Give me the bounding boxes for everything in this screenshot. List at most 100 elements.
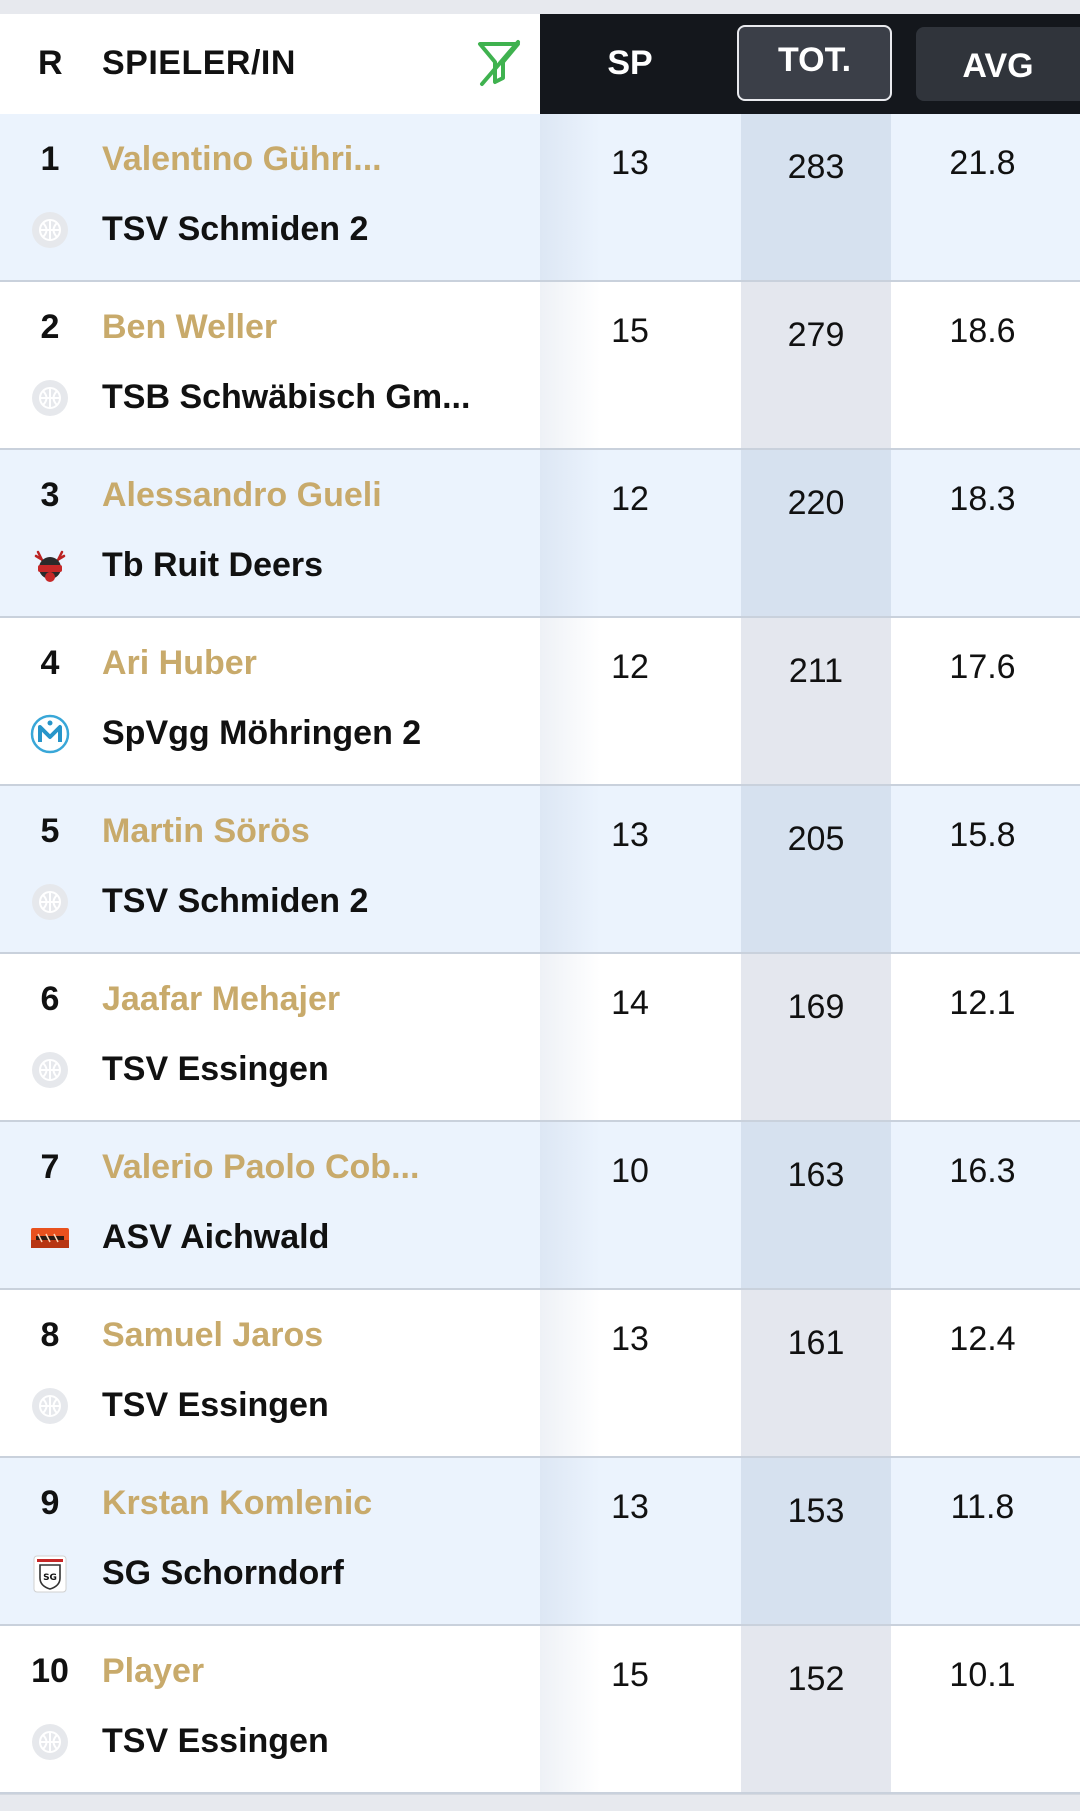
games-played-value: 15 <box>611 1656 649 1694</box>
rank-number: 4 <box>40 644 60 682</box>
rank-number: 6 <box>40 980 60 1018</box>
basketball-placeholder-icon <box>30 1050 70 1090</box>
sp-column-band <box>540 954 600 1120</box>
sp-column-band <box>540 1626 600 1792</box>
sp-column-band <box>540 282 600 448</box>
table-row[interactable]: 6 Jaafar Mehajer TSV Essingen 14 169 12.1 <box>0 954 1080 1122</box>
average-value: 12.4 <box>949 1320 1016 1358</box>
table-row[interactable]: 8 Samuel Jaros TSV Essingen 13 161 12.4 <box>0 1290 1080 1458</box>
games-played-value: 12 <box>611 648 649 686</box>
rank-number: 5 <box>40 812 60 850</box>
team-name: TSV Schmiden 2 <box>102 210 369 248</box>
header-left: R SPIELER/IN <box>0 14 540 114</box>
sp-column-band <box>540 1122 600 1288</box>
player-name-link[interactable]: Krstan Komlenic <box>102 1484 373 1522</box>
table-row[interactable]: 3 Alessandro Gueli Tb Ruit Deers 12 220 18.3 <box>0 450 1080 618</box>
average-value: 21.8 <box>949 144 1016 182</box>
rank-number: 9 <box>40 1484 60 1522</box>
player-name-link[interactable]: Valerio Paolo Cob... <box>102 1148 420 1186</box>
player-name-link[interactable]: Martin Sörös <box>102 812 310 850</box>
tot-column-band <box>741 1122 891 1288</box>
svg-text:SG: SG <box>43 1573 57 1583</box>
games-played-value: 13 <box>611 816 649 854</box>
moehringen-logo-icon <box>30 714 70 754</box>
average-value: 18.3 <box>949 480 1016 518</box>
tot-column-band <box>741 282 891 448</box>
player-name-link[interactable]: Samuel Jaros <box>102 1316 324 1354</box>
average-value: 15.8 <box>949 816 1016 854</box>
tot-column-band <box>741 1290 891 1456</box>
rank-number: 8 <box>40 1316 60 1354</box>
rank-number: 7 <box>40 1148 60 1186</box>
player-name-link[interactable]: Alessandro Gueli <box>102 476 382 514</box>
sp-column-band <box>540 450 600 616</box>
sg-shield-logo-icon: SG <box>30 1554 70 1594</box>
filter-slash-icon[interactable] <box>474 38 524 90</box>
table-row[interactable]: 9 Krstan Komlenic SG SG Schorndorf 13 153 11.8 <box>0 1458 1080 1626</box>
deer-logo-icon <box>30 546 70 586</box>
aichwald-logo-icon <box>30 1218 70 1258</box>
basketball-placeholder-icon <box>30 378 70 418</box>
tot-column-band <box>741 450 891 616</box>
header-rank[interactable]: R <box>38 44 63 82</box>
sp-column-band <box>540 1458 600 1624</box>
tot-column-band <box>741 618 891 784</box>
average-value: 12.1 <box>949 984 1016 1022</box>
table-row[interactable]: 7 Valerio Paolo Cob... ASV Aichwald 10 163 16… <box>0 1122 1080 1290</box>
games-played-value: 13 <box>611 1488 649 1526</box>
sp-column-band <box>540 618 600 784</box>
games-played-value: 10 <box>611 1152 649 1190</box>
team-name: SpVgg Möhringen 2 <box>102 714 422 752</box>
team-name: TSV Essingen <box>102 1386 329 1424</box>
tot-column-band <box>741 786 891 952</box>
table-row[interactable]: 1 Valentino Gühri... TSV Schmiden 2 13 283 21… <box>0 114 1080 282</box>
rank-number: 1 <box>40 140 60 178</box>
basketball-placeholder-icon <box>30 1722 70 1762</box>
total-value: 283 <box>787 148 845 186</box>
table-row[interactable]: 5 Martin Sörös TSV Schmiden 2 13 205 15.8 <box>0 786 1080 954</box>
games-played-value: 15 <box>611 312 649 350</box>
team-name: SG Schorndorf <box>102 1554 344 1592</box>
header-avg[interactable]: AVG <box>916 27 1080 101</box>
table-row[interactable]: 2 Ben Weller TSB Schwäbisch Gm... 15 279 18.6 <box>0 282 1080 450</box>
team-name: TSV Schmiden 2 <box>102 882 369 920</box>
tot-column-band <box>741 1458 891 1624</box>
games-played-value: 12 <box>611 480 649 518</box>
table-row[interactable]: 10 Player TSV Essingen 15 152 10.1 <box>0 1626 1080 1794</box>
games-played-value: 13 <box>611 144 649 182</box>
rank-number: 2 <box>40 308 60 346</box>
total-value: 205 <box>787 820 845 858</box>
rank-number: 10 <box>31 1652 69 1690</box>
total-value: 220 <box>787 484 845 522</box>
total-value: 153 <box>787 1492 845 1530</box>
header-player[interactable]: SPIELER/IN <box>102 44 296 82</box>
player-name-link[interactable]: Jaafar Mehajer <box>102 980 341 1018</box>
average-value: 16.3 <box>949 1152 1016 1190</box>
rank-number: 3 <box>40 476 60 514</box>
table-row[interactable]: 4 Ari Huber SpVgg Möhringen 2 12 211 17.6 <box>0 618 1080 786</box>
team-name: Tb Ruit Deers <box>102 546 324 584</box>
leaderboard-table: R SPIELER/IN SP TOT. AVG 1 Valentino Gühr… <box>0 14 1080 1794</box>
player-name-link[interactable]: Ben Weller <box>102 308 278 346</box>
average-value: 10.1 <box>949 1656 1016 1694</box>
tot-column-band <box>741 1626 891 1792</box>
average-value: 18.6 <box>949 312 1016 350</box>
header-sp[interactable]: SP <box>607 44 653 82</box>
basketball-placeholder-icon <box>30 210 70 250</box>
player-name-link[interactable]: Valentino Gühri... <box>102 140 382 178</box>
team-name: TSV Essingen <box>102 1050 329 1088</box>
sp-column-band <box>540 114 600 280</box>
total-value: 152 <box>787 1660 845 1698</box>
tot-column-band <box>741 114 891 280</box>
player-name-link[interactable]: Player <box>102 1652 205 1690</box>
sp-column-band <box>540 786 600 952</box>
average-value: 17.6 <box>949 648 1016 686</box>
basketball-placeholder-icon <box>30 882 70 922</box>
total-value: 279 <box>787 316 845 354</box>
total-value: 169 <box>787 988 845 1026</box>
average-value: 11.8 <box>950 1488 1015 1526</box>
header-tot-sort-button[interactable]: TOT. <box>737 25 892 101</box>
total-value: 163 <box>787 1156 845 1194</box>
table-header: R SPIELER/IN SP TOT. AVG <box>0 14 1080 114</box>
player-name-link[interactable]: Ari Huber <box>102 644 257 682</box>
